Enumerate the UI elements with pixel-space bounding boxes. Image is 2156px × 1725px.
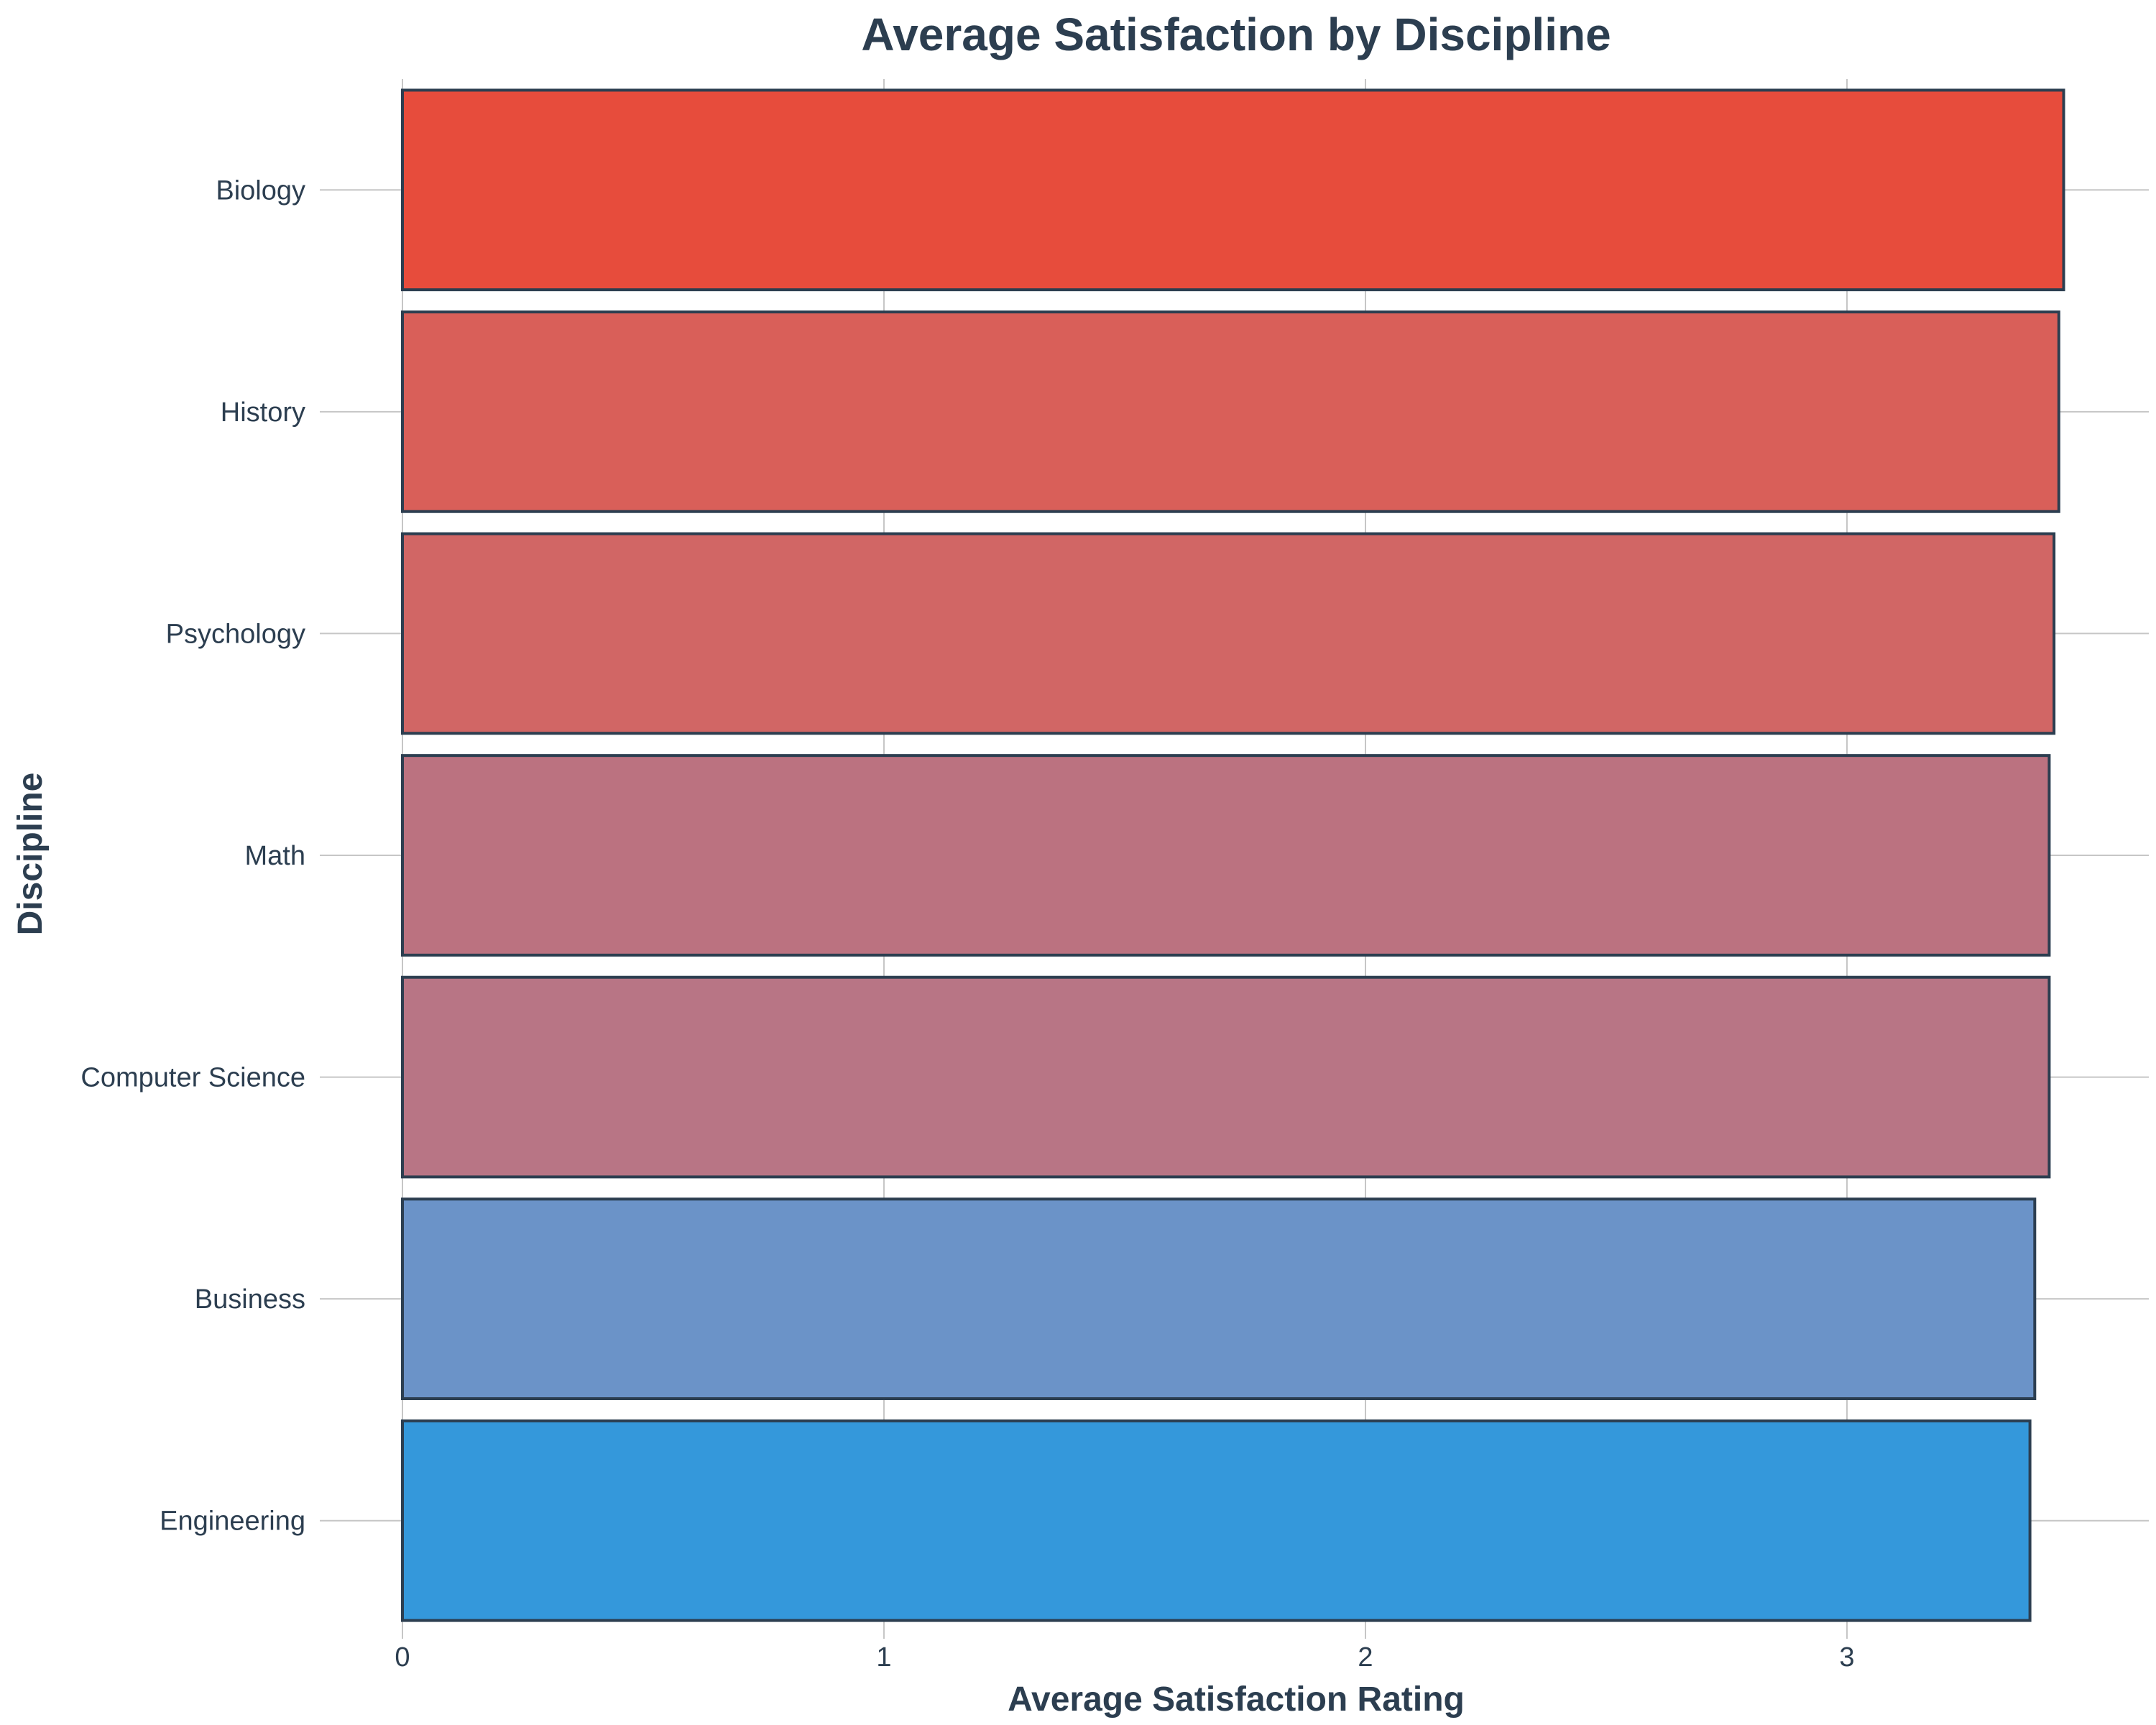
bar-business [401,1197,2037,1401]
chart-title: Average Satisfaction by Discipline [861,9,1611,60]
y-tick-label: Computer Science [80,1063,305,1093]
x-tick-label: 3 [1839,1642,1854,1673]
bars [401,88,2065,1622]
bar-psychology [401,532,2056,735]
bar-history [401,310,2060,513]
y-axis-label: Discipline [11,773,50,936]
bar-math [401,754,2051,957]
y-tick-label: Engineering [160,1506,305,1537]
x-tick-labels: 0 1 2 3 [395,1642,1854,1673]
y-tick-label: Math [245,841,305,871]
y-tick-label: Biology [216,175,305,206]
x-tick-label: 1 [876,1642,891,1673]
x-tick-label: 0 [395,1642,410,1673]
x-axis-label: Average Satisfaction Rating [1008,1680,1465,1719]
bar-computer-science [401,975,2051,1179]
y-tick-labels: Biology History Psychology Math Computer Sci… [80,175,305,1536]
x-tick-label: 2 [1358,1642,1373,1673]
y-tick-label: History [221,397,305,428]
y-tick-label: Business [195,1284,305,1315]
bar-biology [401,88,2065,292]
y-tick-label: Psychology [166,619,305,649]
bar-engineering [401,1419,2032,1622]
